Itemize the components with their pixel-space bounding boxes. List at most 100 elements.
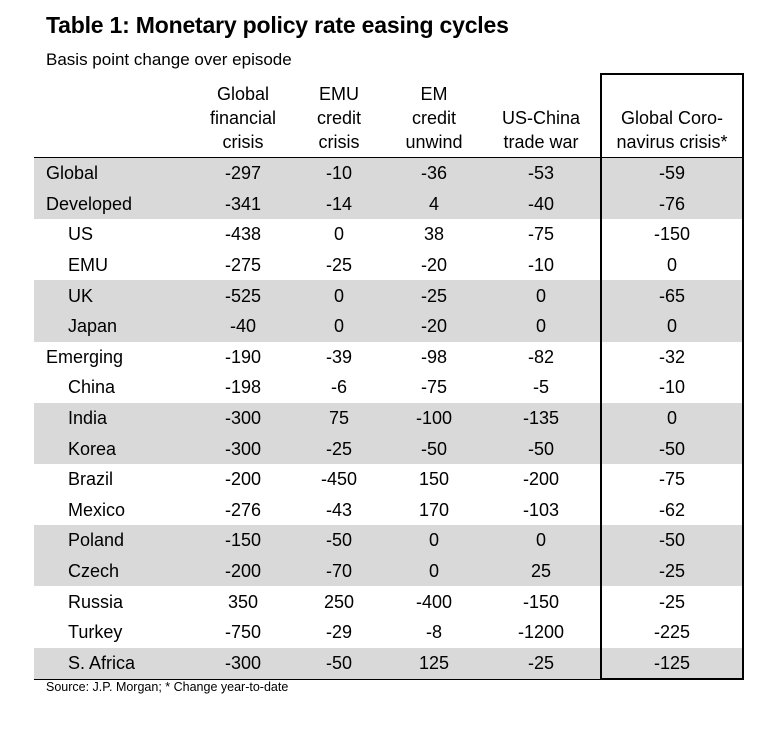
value-cell-highlight: -10 — [600, 372, 744, 403]
header-cell-highlight: Global Coro-navirus crisis* — [600, 73, 744, 158]
row-label: Mexico — [68, 499, 126, 520]
value-cell: -750 — [224, 622, 262, 643]
value-cell: -300 — [194, 402, 292, 434]
value-cell: -135 — [482, 402, 601, 434]
value-cell: -525 — [194, 280, 292, 311]
table-row: Korea -300 -25 -50 -50 -50 — [34, 433, 744, 464]
value-cell: -341 — [194, 188, 292, 220]
table-row: S. Africa -300 -50 125 -25 -125 — [34, 647, 744, 681]
header-cell: EMU credit crisis — [292, 74, 386, 158]
value-cell: 38 — [423, 224, 445, 245]
row-label: Korea — [34, 433, 194, 464]
value-cell: -50 — [386, 433, 482, 464]
row-label: Developed — [34, 188, 194, 220]
value-cell: 25 — [482, 555, 601, 587]
header-row: Global financial crisis EMU credit crisis EM… — [34, 73, 744, 158]
row-label: Russia — [68, 591, 124, 612]
table-title: Table 1: Monetary policy rate easing cyc… — [46, 12, 509, 38]
row-label: Brazil — [68, 469, 114, 490]
header-cell: Global financial crisis — [194, 74, 292, 158]
value-cell: -1200 — [517, 622, 565, 643]
table-container: Global financial crisis EMU credit crisis EM… — [34, 73, 744, 681]
value-cell-highlight: -25 — [600, 586, 744, 617]
value-cell: 350 — [227, 591, 259, 612]
table-row: Turkey -750 -29 -8 -1200 -225 — [34, 616, 744, 648]
value-cell-highlight: -25 — [600, 555, 744, 587]
value-cell: -200 — [224, 469, 262, 490]
value-cell-highlight: -50 — [600, 433, 744, 464]
row-label: Poland — [34, 525, 194, 556]
value-cell: -98 — [420, 346, 447, 367]
table-row: Brazil -200 -450 150 -200 -75 — [34, 463, 744, 495]
source-note: Source: J.P. Morgan; * Change year-to-da… — [46, 680, 289, 694]
table-row: Russia 350 250 -400 -150 -25 — [34, 586, 744, 617]
header-line: EMU — [319, 84, 359, 104]
row-label: Czech — [34, 555, 194, 587]
value-cell: -200 — [522, 469, 560, 490]
value-cell: 0 — [386, 525, 482, 556]
table-row: Mexico -276 -43 170 -103 -62 — [34, 494, 744, 526]
header-line: credit — [316, 108, 361, 128]
row-label: UK — [34, 280, 194, 311]
value-cell: -400 — [415, 591, 453, 612]
table-row: China -198 -6 -75 -5 -10 — [34, 372, 744, 403]
table-row: Czech -200 -70 0 25 -25 — [34, 555, 744, 587]
row-label: Emerging — [46, 346, 124, 367]
value-cell: -50 — [292, 647, 386, 680]
header-line: financial — [209, 108, 277, 128]
value-cell: -43 — [325, 499, 352, 520]
header-cell: US-China trade war — [482, 74, 601, 158]
value-cell-highlight: -125 — [600, 647, 744, 681]
value-cell: -29 — [325, 622, 352, 643]
value-cell: -40 — [194, 310, 292, 342]
value-cell: -5 — [532, 377, 549, 398]
value-cell: -198 — [224, 377, 262, 398]
value-cell: 0 — [292, 310, 386, 342]
value-cell-highlight: 0 — [600, 402, 744, 434]
table-row: EMU -275 -25 -20 -10 0 — [34, 249, 744, 281]
value-cell: -200 — [194, 555, 292, 587]
value-cell-highlight: -65 — [600, 280, 744, 311]
value-cell: -276 — [224, 499, 262, 520]
header-line: crisis — [222, 132, 264, 152]
value-cell: 125 — [386, 647, 482, 680]
row-label: China — [68, 377, 116, 398]
header-line: EM — [420, 84, 448, 104]
rate-easing-table: Global financial crisis EMU credit crisis EM… — [34, 73, 744, 681]
value-cell: 150 — [418, 469, 450, 490]
header-cell: EM credit unwind — [386, 74, 482, 158]
header-label-cell — [34, 74, 194, 158]
row-label: EMU — [68, 255, 108, 276]
value-cell: -14 — [292, 188, 386, 220]
value-cell-highlight: 0 — [600, 310, 744, 342]
row-label: Japan — [34, 310, 194, 342]
value-cell: 0 — [333, 224, 344, 245]
value-cell: -40 — [482, 188, 601, 220]
table-row: Japan -40 0 -20 0 0 — [34, 310, 744, 342]
table-row: Emerging -190 -39 -98 -82 -32 — [34, 341, 744, 373]
header-line: trade war — [503, 132, 579, 152]
value-cell: -39 — [325, 346, 352, 367]
value-cell: -297 — [194, 157, 292, 189]
header-line: Global Coro- — [620, 108, 724, 128]
value-cell-highlight: -59 — [600, 157, 744, 189]
value-cell: -300 — [194, 433, 292, 464]
value-cell: 0 — [292, 280, 386, 311]
row-label: Turkey — [68, 622, 123, 643]
table-row: Global -297 -10 -36 -53 -59 — [34, 157, 744, 189]
header-line: unwind — [405, 132, 463, 152]
value-cell: -103 — [522, 499, 560, 520]
value-cell: -6 — [330, 377, 347, 398]
table-row: India -300 75 -100 -135 0 — [34, 402, 744, 434]
table-row: Poland -150 -50 0 0 -50 — [34, 525, 744, 556]
value-cell: -70 — [292, 555, 386, 587]
value-cell: 0 — [482, 310, 601, 342]
header-line: crisis — [318, 132, 360, 152]
value-cell: -150 — [522, 591, 560, 612]
header-line: credit — [411, 108, 456, 128]
value-cell: 75 — [292, 402, 386, 434]
value-cell: -50 — [482, 433, 601, 464]
value-cell: 4 — [386, 188, 482, 220]
table-body: Global -297 -10 -36 -53 -59 Developed -341 -14 4-… — [34, 157, 744, 681]
value-cell: 0 — [482, 280, 601, 311]
